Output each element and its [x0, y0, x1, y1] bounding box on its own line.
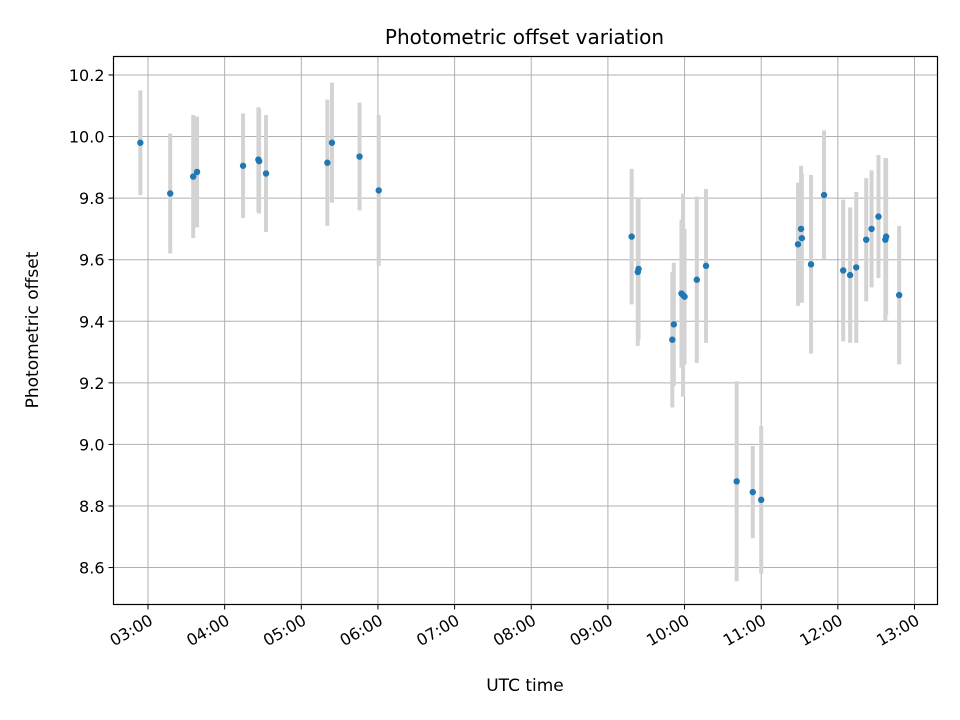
- data-point: [840, 267, 847, 274]
- x-axis-title: UTC time: [486, 676, 564, 696]
- data-point: [670, 321, 678, 328]
- data-point: [137, 139, 144, 146]
- data-point: [853, 264, 860, 271]
- y-tick-label: 8.6: [79, 559, 104, 578]
- data-point: [875, 213, 882, 220]
- y-tick-label: 9.4: [79, 312, 104, 331]
- y-tick-label: 9.6: [79, 251, 104, 270]
- chart-title: Photometric offset variation: [385, 25, 664, 49]
- data-point: [324, 159, 331, 166]
- data-point: [846, 271, 854, 279]
- y-tick-label: 10.2: [69, 66, 105, 85]
- data-point: [895, 291, 903, 299]
- data-point: [190, 173, 197, 180]
- y-tick-label: 9.0: [79, 435, 104, 454]
- data-point: [328, 139, 336, 146]
- data-point: [758, 496, 765, 504]
- data-point: [820, 191, 828, 199]
- y-axis-title: Photometric offset: [23, 251, 43, 408]
- data-point: [863, 236, 870, 243]
- data-point: [239, 162, 247, 169]
- data-point: [882, 233, 890, 240]
- data-point: [681, 293, 688, 300]
- y-tick-label: 9.8: [79, 189, 104, 208]
- plot-area-frame: [112, 55, 939, 606]
- data-points: [137, 139, 903, 504]
- data-point: [375, 187, 382, 194]
- data-point: [693, 276, 701, 283]
- data-point: [356, 153, 363, 160]
- data-point: [255, 157, 263, 165]
- data-point: [807, 261, 815, 268]
- y-axis-ticks: 8.6 8.8 9.0 9.2 9.4 9.6 9.8 10.0 10.2: [69, 66, 114, 578]
- data-point: [798, 234, 806, 242]
- data-point: [797, 225, 805, 233]
- data-point: [167, 190, 174, 197]
- data-point: [635, 265, 642, 273]
- data-point: [733, 478, 740, 485]
- y-tick-label: 9.2: [79, 374, 104, 393]
- data-point: [702, 262, 710, 270]
- y-tick-label: 8.8: [79, 497, 104, 516]
- data-point: [628, 233, 635, 240]
- data-point: [669, 336, 676, 343]
- y-tick-label: 10.0: [69, 128, 105, 147]
- data-point: [749, 488, 756, 496]
- data-point: [262, 170, 270, 177]
- grid-lines: [113, 56, 938, 605]
- data-point: [794, 241, 802, 248]
- data-point: [193, 168, 201, 176]
- data-point: [868, 225, 875, 233]
